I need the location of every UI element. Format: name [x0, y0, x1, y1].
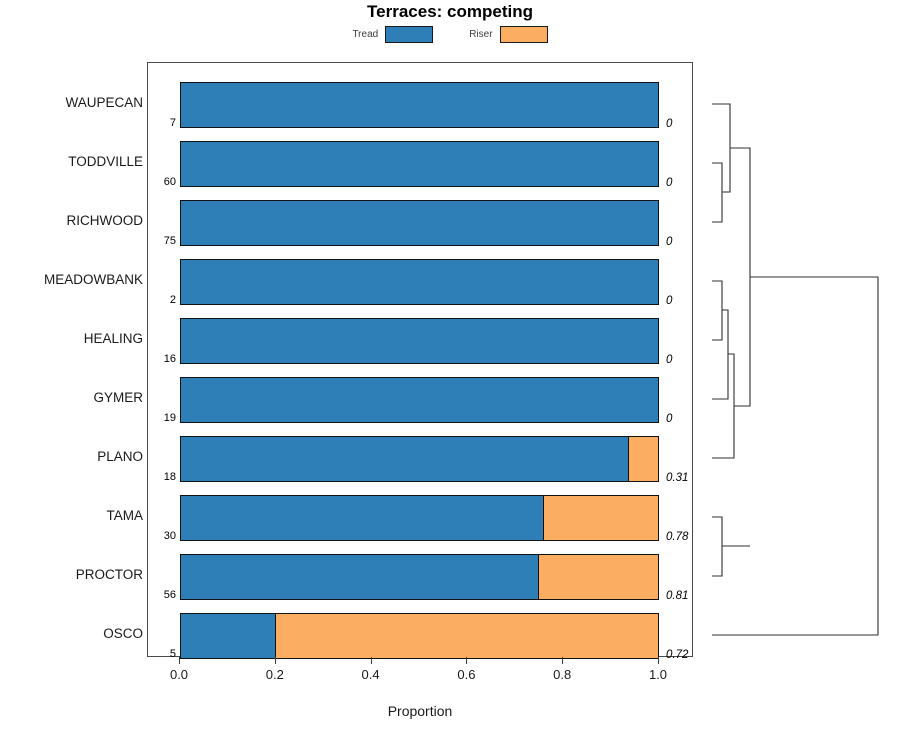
bar-h-value: 0 — [666, 236, 673, 248]
category-label: TAMA — [106, 508, 144, 523]
bar-row[interactable]: 18 0.31 — [164, 436, 688, 484]
x-axis-tick-label: 0.0 — [169, 667, 189, 682]
bar-h-value: 0 — [666, 177, 673, 189]
bar-segment-tread — [181, 319, 658, 363]
category-label: PROCTOR — [75, 567, 143, 582]
dendrogram — [712, 103, 879, 636]
bar-row[interactable]: 5 0.72 — [170, 613, 688, 661]
bar-row[interactable]: 56 0.81 — [164, 554, 688, 602]
dendrogram-join-tama-proctor — [712, 516, 723, 577]
bar-segment-tread — [181, 142, 658, 186]
bar-n-value: 60 — [163, 176, 176, 188]
x-axis-tick-label: 0.8 — [553, 667, 572, 682]
bar-segment-riser — [276, 614, 658, 658]
chart-legend: Tread Riser — [0, 26, 900, 43]
bar-segment-riser — [543, 496, 658, 540]
dendrogram-join-upper-clusters — [730, 147, 751, 407]
bar-segment-tread — [181, 83, 658, 127]
dendrogram-join-meadowbank-healing — [712, 280, 723, 341]
dendrogram-join-root-osco — [712, 276, 879, 636]
bar-row[interactable]: 19 0 — [164, 377, 672, 425]
bar-segment-tread — [181, 614, 277, 658]
bar-segment-tread — [181, 378, 658, 422]
x-axis-tick — [370, 657, 372, 664]
x-axis-tick — [274, 657, 276, 664]
x-axis-tick-label: 0.2 — [265, 667, 284, 682]
bar-h-value: 0.78 — [666, 531, 689, 543]
category-label: HEALING — [83, 331, 143, 346]
bar-row[interactable]: 75 0 — [164, 200, 672, 248]
x-axis-tick — [466, 657, 468, 664]
bar-h-value: 0 — [666, 413, 673, 425]
x-axis-tick-label: 0.6 — [457, 667, 476, 682]
bar-n-value: 18 — [163, 471, 176, 483]
dendrogram-join-waupecan-cluster — [712, 103, 731, 193]
legend-item-riser: Riser — [469, 26, 548, 43]
bar-n-value: 2 — [169, 294, 176, 306]
bar-n-value: 30 — [163, 530, 176, 542]
bar-row[interactable]: 30 0.78 — [164, 495, 688, 543]
bar-n-value: 56 — [163, 589, 176, 601]
category-label: PLANO — [97, 449, 143, 464]
x-axis-tick-label: 1.0 — [648, 667, 668, 682]
bar-h-value: 0 — [666, 295, 673, 307]
category-label: GYMER — [93, 390, 143, 405]
x-axis-tick — [562, 657, 564, 664]
plot-panel: 7 0 60 0 75 0 2 0 16 0 19 0 18 0.31 30 0.78 56 0.81 5 0.72 — [147, 62, 693, 661]
category-label: MEADOWBANK — [43, 272, 143, 287]
legend-swatch-riser-icon — [499, 26, 548, 43]
bar-segment-tread — [181, 201, 658, 245]
bar-segment-tread — [181, 437, 630, 481]
x-axis-title: Proportion — [387, 703, 453, 719]
bar-segment-tread — [181, 260, 658, 304]
category-label: WAUPECAN — [65, 95, 143, 110]
bar-row[interactable]: 16 0 — [164, 318, 672, 366]
bar-h-value: 0.81 — [666, 590, 689, 602]
bar-segment-riser — [629, 437, 658, 481]
bar-h-value: 0.31 — [666, 472, 689, 484]
dendrogram-links — [712, 103, 879, 636]
bar-segment-tread — [181, 555, 539, 599]
bar-n-value: 5 — [169, 648, 176, 660]
bar-h-value: 0 — [666, 354, 673, 366]
category-label: OSCO — [103, 626, 143, 641]
bar-n-value: 16 — [163, 353, 176, 365]
bar-h-value: 0 — [666, 118, 673, 130]
chart-title: Terraces: competing — [367, 2, 533, 21]
legend-item-tread: Tread — [352, 26, 434, 43]
dendrogram-join-toddville-richwood — [712, 162, 723, 223]
bar-segment-tread — [181, 496, 544, 540]
bar-h-value: 0.72 — [666, 649, 689, 661]
bar-n-value: 7 — [169, 117, 176, 129]
category-label: RICHWOOD — [66, 213, 144, 228]
x-axis-tick — [658, 657, 659, 664]
legend-swatch-tread-icon — [385, 26, 434, 43]
dendrogram-join-gymer-cluster — [712, 309, 729, 400]
legend-label-riser: Riser — [469, 29, 493, 40]
bar-n-value: 19 — [163, 412, 176, 424]
bars-container: 7 0 60 0 75 0 2 0 16 0 19 0 18 0.31 30 0.78 56 0.81 5 0.72 — [148, 63, 692, 661]
bar-row[interactable]: 60 0 — [164, 141, 672, 189]
bar-segment-riser — [538, 555, 658, 599]
x-axis-tick — [179, 657, 180, 664]
x-axis-tick-label: 0.4 — [361, 667, 380, 682]
legend-label-tread: Tread — [352, 29, 379, 40]
category-label: TODDVILLE — [68, 154, 143, 169]
bar-n-value: 75 — [163, 235, 176, 247]
dendrogram-join-plano-cluster — [712, 353, 735, 459]
